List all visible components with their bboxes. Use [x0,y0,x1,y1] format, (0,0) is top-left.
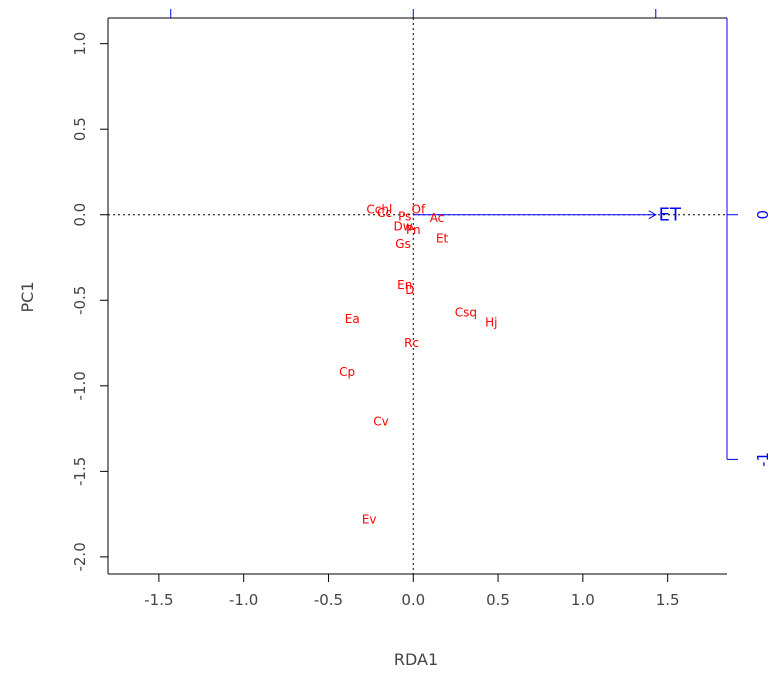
species-point-Cchl: Cchl [366,203,392,217]
y-tick-label-2: 0.0 [71,203,89,227]
x-tick-label-4: 0.5 [486,591,510,609]
y-tick-label-4: -1.0 [71,371,89,400]
x-tick-label-5: 1.0 [571,591,595,609]
species-point-Cv: Cv [373,415,388,429]
species-point-Of: Of [412,203,426,217]
species-point-Pn: Pn [406,223,421,237]
species-point-Ea: Ea [345,312,360,326]
species-point-Gs: Gs [395,237,411,251]
biplot-arrowhead-ET [648,210,657,220]
species-point-Csq: Csq [455,305,477,319]
species-point-Ev: Ev [362,512,377,526]
species-point-Et: Et [436,232,449,246]
y-tick-label-3: -0.5 [71,286,89,315]
species-point-Rc: Rc [404,336,419,350]
right-secondary-tick-label-1: -1 [754,452,772,467]
species-point-Ps: Ps [398,209,411,223]
species-point-En: En [397,278,412,292]
x-tick-label-1: -1.0 [229,591,258,609]
species-point-Ac: Ac [430,211,445,225]
x-tick-label-6: 1.5 [656,591,680,609]
species-point-Cp: Cp [339,365,355,379]
y-tick-label-6: -2.0 [71,542,89,571]
x-axis-title: RDA1 [394,650,438,669]
species-point-Cc: Cc [377,206,392,220]
x-tick-label-0: -1.5 [144,591,173,609]
right-secondary-tick-label-0: 0 [754,210,772,220]
x-tick-label-3: 0.0 [401,591,425,609]
species-point-Dw: Dw [394,220,413,234]
y-tick-label-1: 0.5 [71,117,89,141]
biplot-label-ET: ET [659,205,682,226]
y-tick-label-5: -1.5 [71,457,89,486]
x-tick-label-2: -0.5 [314,591,343,609]
y-tick-label-0: 1.0 [71,32,89,56]
y-axis-title: PC1 [18,282,37,313]
species-point-D: D [405,283,414,297]
species-point-Hj: Hj [485,316,497,330]
